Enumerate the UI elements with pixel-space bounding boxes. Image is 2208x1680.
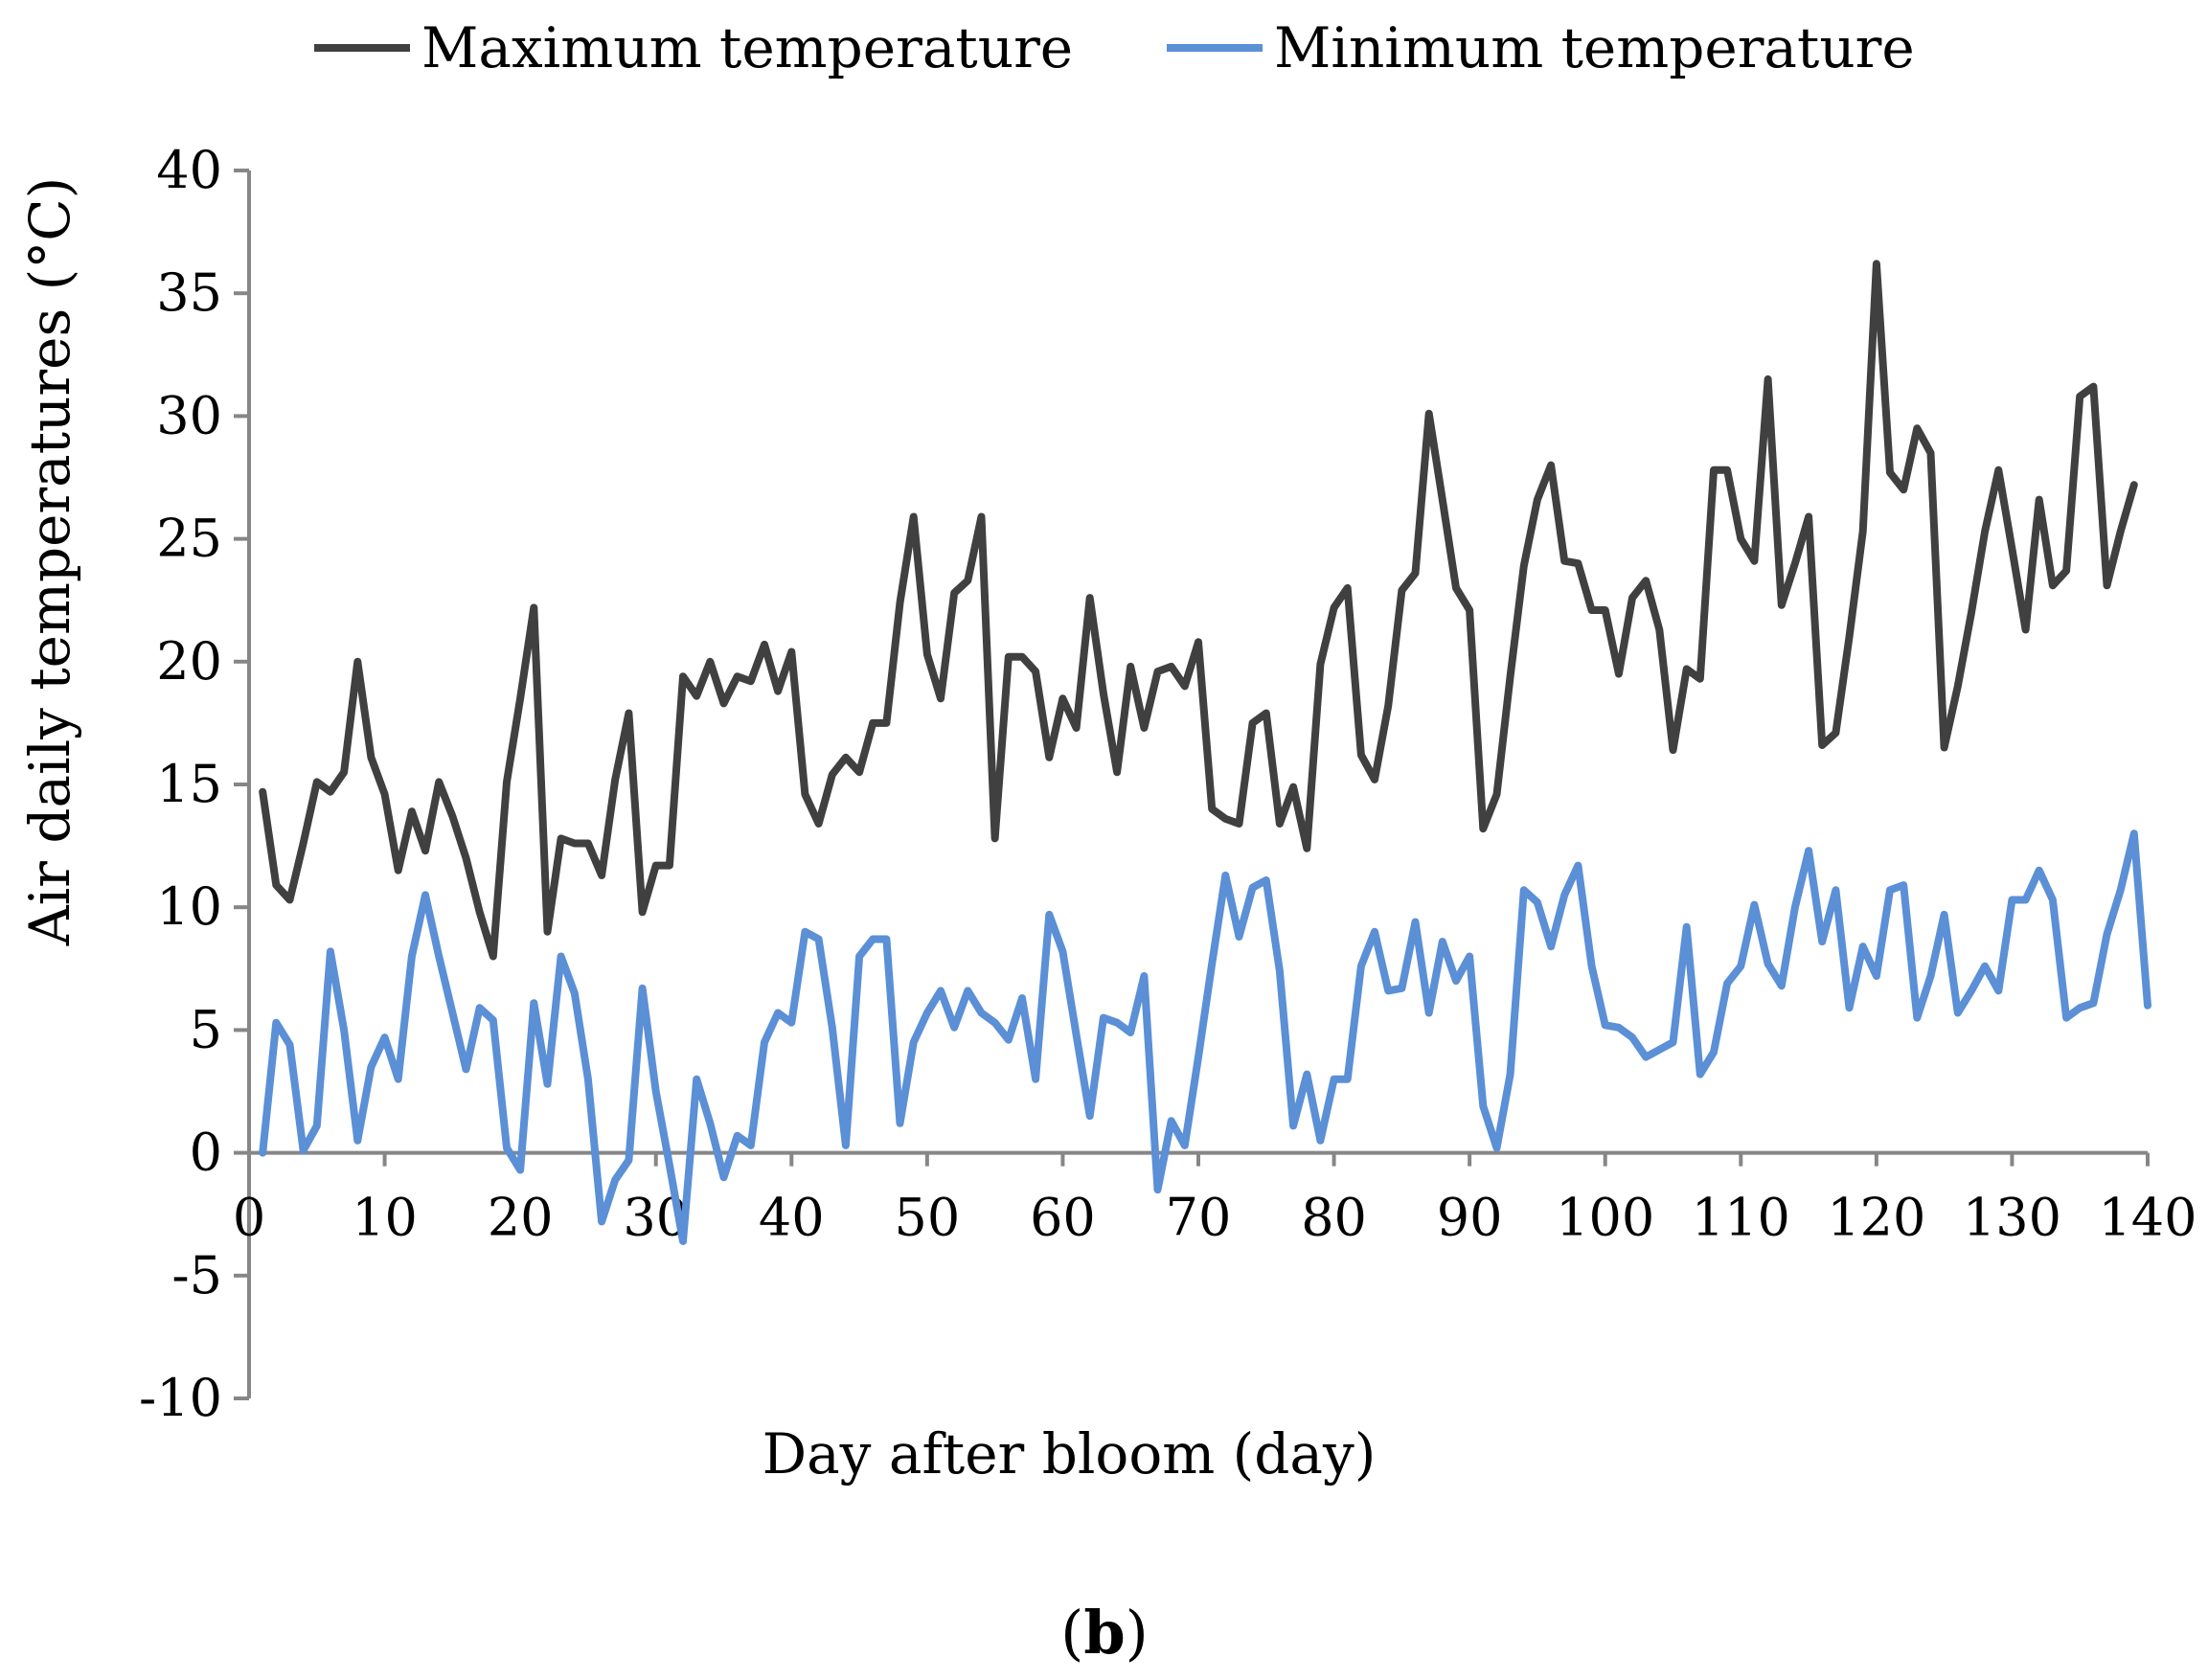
panel-label-letter: b xyxy=(1083,1598,1125,1668)
x-ticks: 0 10 20 30 40 50 60 70 80 90 100 110 120 130 140 xyxy=(233,1152,2197,1248)
x-tick-label: 60 xyxy=(1030,1188,1096,1248)
series-line-minimum-temperature xyxy=(259,829,2151,1245)
panel-label-open: ( xyxy=(1060,1598,1083,1668)
y-ticks: 40 35 30 25 20 15 10 5 0 -5 -10 xyxy=(139,140,249,1428)
x-tick-label: 20 xyxy=(488,1188,554,1248)
y-tick-label: 20 xyxy=(156,631,222,692)
x-tick-label: 130 xyxy=(1963,1188,2061,1248)
x-tick-label: 110 xyxy=(1692,1188,1790,1248)
legend-label-min: Minimum temperature xyxy=(1274,15,1915,80)
y-tick-label: 5 xyxy=(190,999,222,1059)
y-tick-label: -5 xyxy=(171,1245,222,1305)
y-axis-title: Air daily temperatures (°C) xyxy=(17,177,82,947)
series-line-maximum-temperature xyxy=(259,260,2138,961)
x-tick-label: 10 xyxy=(352,1188,418,1248)
x-tick-label: 120 xyxy=(1827,1188,1925,1248)
y-tick-label: 40 xyxy=(156,140,222,200)
x-tick-label: 80 xyxy=(1301,1188,1367,1248)
x-tick-label: 50 xyxy=(894,1188,960,1248)
panel-label: (b) xyxy=(1060,1598,1149,1668)
legend: Maximum temperature Minimum temperature xyxy=(314,15,1915,80)
x-tick-label: 90 xyxy=(1437,1188,1503,1248)
x-tick-label: 40 xyxy=(759,1188,825,1248)
y-tick-label: 15 xyxy=(156,754,222,814)
legend-label-max: Maximum temperature xyxy=(421,15,1073,80)
panel-label-close: ) xyxy=(1126,1598,1149,1668)
x-tick-label: 140 xyxy=(2098,1188,2197,1248)
y-tick-label: -10 xyxy=(139,1368,222,1428)
y-tick-label: 30 xyxy=(156,385,222,445)
y-tick-label: 35 xyxy=(156,262,222,323)
x-axis-title: Day after bloom (day) xyxy=(763,1421,1377,1487)
plot-lines xyxy=(259,260,2151,1245)
x-tick-label: 70 xyxy=(1166,1188,1232,1248)
y-tick-label: 25 xyxy=(156,509,222,569)
y-tick-label: 10 xyxy=(156,876,222,937)
y-tick-label: 0 xyxy=(190,1123,222,1183)
x-tick-label: 0 xyxy=(233,1188,265,1248)
x-tick-label: 100 xyxy=(1556,1188,1654,1248)
